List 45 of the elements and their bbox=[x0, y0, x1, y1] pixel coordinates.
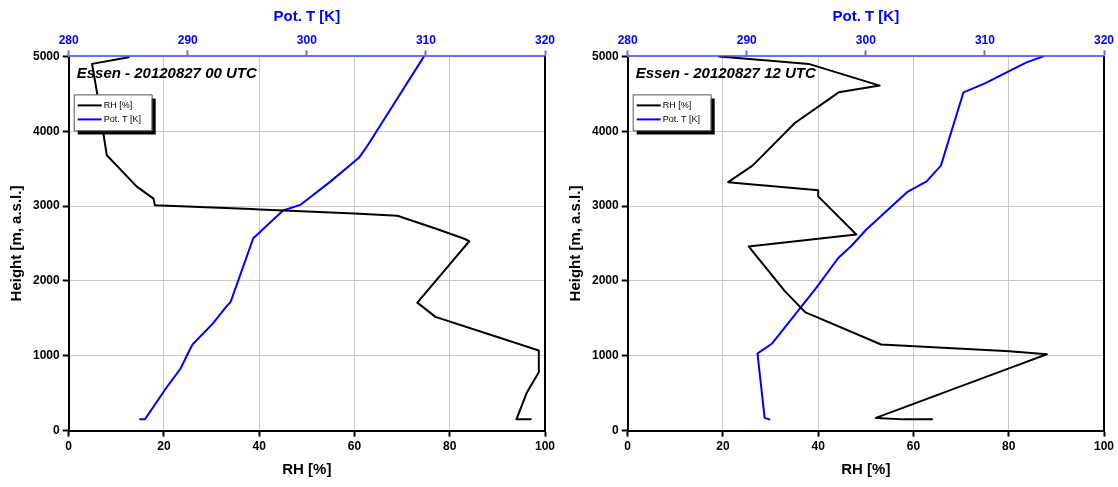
x-tick-label: 40 bbox=[252, 439, 267, 454]
y-tick-label: 5000 bbox=[32, 48, 61, 63]
y-tick-label: 0 bbox=[612, 422, 620, 437]
text: Essen - 20120827 12 UTC bbox=[635, 64, 817, 82]
y-axis-title: Height [m, a.s.l.] bbox=[7, 185, 25, 302]
x-tick-label: 100 bbox=[534, 439, 556, 454]
x2-tick-label: 320 bbox=[534, 32, 556, 47]
x2-tick-label: 290 bbox=[177, 32, 199, 47]
x2-axis-title: Pot. T [K] bbox=[832, 7, 900, 25]
y-tick-label: 1000 bbox=[591, 348, 620, 363]
x2-tick-label: 310 bbox=[974, 32, 996, 47]
x2-tick-label: 310 bbox=[415, 32, 437, 47]
legend-label: RH [%] bbox=[662, 99, 692, 110]
legend-label: Pot. T [K] bbox=[103, 113, 141, 124]
x2-tick-label: 300 bbox=[855, 32, 877, 47]
y-tick-label: 2000 bbox=[591, 273, 620, 288]
y-tick-label: 4000 bbox=[591, 123, 620, 138]
y-tick-label: 1000 bbox=[32, 348, 61, 363]
y-tick-label: 3000 bbox=[32, 198, 61, 213]
x2-tick-label: 280 bbox=[58, 32, 80, 47]
x-tick-label: 80 bbox=[1002, 439, 1016, 454]
y-tick-label: 4000 bbox=[32, 123, 61, 138]
x-tick-label: 40 bbox=[811, 439, 826, 454]
x-tick-label: 20 bbox=[157, 439, 171, 454]
legend-label: RH [%] bbox=[103, 99, 133, 110]
y-tick-label: 5000 bbox=[591, 48, 620, 63]
x-tick-label: 20 bbox=[716, 439, 730, 454]
y-tick-label: 2000 bbox=[32, 273, 61, 288]
x-tick-label: 0 bbox=[624, 439, 632, 454]
x-axis-title: RH [%] bbox=[282, 460, 332, 478]
y-tick-label: 3000 bbox=[591, 198, 620, 213]
y-axis-title: Height [m, a.s.l.] bbox=[566, 185, 584, 302]
x2-axis-title: Pot. T [K] bbox=[273, 7, 341, 25]
x2-tick-label: 320 bbox=[1093, 32, 1115, 47]
x-tick-label: 60 bbox=[347, 439, 362, 454]
x-tick-label: 100 bbox=[1093, 439, 1115, 454]
x-tick-label: 0 bbox=[65, 439, 73, 454]
x2-tick-label: 290 bbox=[736, 32, 758, 47]
x2-tick-label: 300 bbox=[296, 32, 318, 47]
x-tick-label: 60 bbox=[906, 439, 921, 454]
legend-label: Pot. T [K] bbox=[662, 113, 700, 124]
x2-tick-label: 280 bbox=[617, 32, 639, 47]
x-axis-title: RH [%] bbox=[841, 460, 891, 478]
y-tick-label: 0 bbox=[53, 422, 61, 437]
x-tick-label: 80 bbox=[443, 439, 457, 454]
